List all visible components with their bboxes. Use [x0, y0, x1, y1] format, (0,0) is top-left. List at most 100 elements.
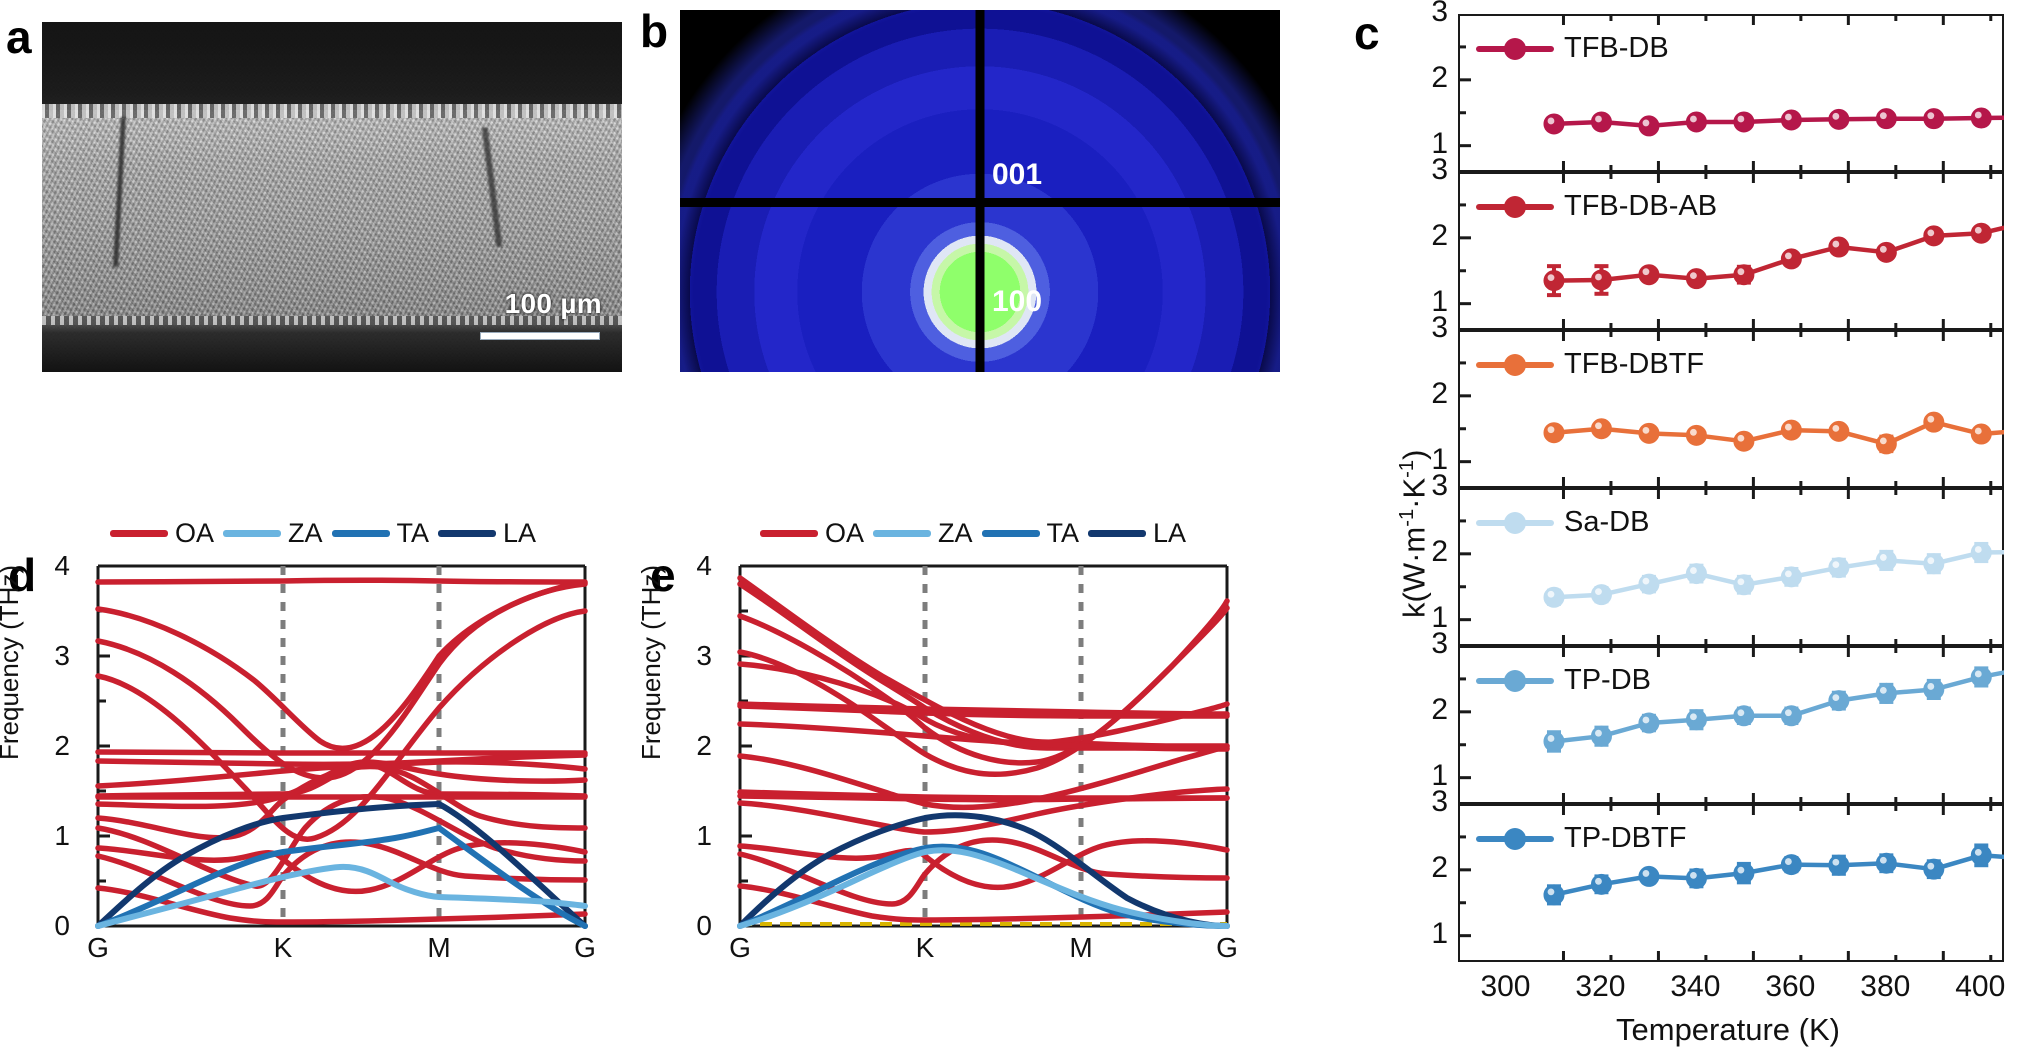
data-point: [1875, 241, 1897, 263]
panel-d-ytick-4: 4: [54, 550, 70, 581]
data-point: [1685, 268, 1707, 290]
xrd-vertical-beamstop: [975, 10, 985, 372]
panel-d-yaxis-title: Frequency (THz): [0, 564, 24, 760]
panel-c-subplot-tfb-dbtf: [1458, 330, 2004, 488]
panel-d-xtick-k: K: [273, 932, 293, 963]
panel-c-ytick: 2: [1431, 60, 1448, 94]
data-point: [1733, 264, 1755, 286]
panel-d-letter: d: [8, 549, 37, 601]
panel-d-legend: OA ZA TA LA: [110, 518, 545, 548]
panel-c-ytick: 1: [1431, 758, 1448, 792]
panel-c-subplot-tfb-db: [1458, 14, 2004, 172]
data-point: [1923, 108, 1945, 130]
legend-marker-dot: [1504, 37, 1526, 60]
data-point: [1970, 107, 1992, 129]
panel-c-ytick: 3: [1431, 153, 1448, 186]
panel-c-ytick: 2: [1431, 692, 1448, 726]
panel-c-legend-tfb-dbtf: TFB-DBTF: [1476, 348, 1704, 381]
yaxis-title-sup1: -1: [1396, 508, 1418, 527]
panel-a-letter: a: [6, 11, 32, 63]
data-point: [1543, 884, 1565, 906]
panel-c-ytick: 3: [1431, 0, 1448, 28]
data-point: [1923, 225, 1945, 247]
data-point: [1685, 709, 1707, 731]
panel-d-xtick-g2: G: [574, 932, 596, 963]
data-point: [1733, 862, 1755, 884]
data-point: [1970, 666, 1992, 688]
panel-c-xtick: 300: [1480, 970, 1531, 1003]
panel-c-ytick: 1: [1431, 442, 1448, 476]
legend-item-la: LA: [438, 518, 545, 549]
panel-d-ytick-1: 1: [54, 820, 70, 851]
legend-label-za-e: ZA: [938, 517, 973, 548]
data-point: [1590, 111, 1612, 133]
panel-c-ytick: 2: [1431, 534, 1448, 568]
panel-c-ytick: 3: [1431, 311, 1448, 344]
data-point: [1923, 858, 1945, 880]
legend-swatch-oa: [110, 529, 168, 537]
panel-e-yaxis-title: Frequency (THz): [636, 564, 666, 760]
data-point: [1828, 108, 1850, 130]
scalebar-label: 100 µm: [504, 288, 602, 319]
panel-c-ytick: 3: [1431, 469, 1448, 502]
data-point: [1685, 867, 1707, 889]
panel-c-legend-tp-db: TP-DB: [1476, 664, 1651, 697]
xrd-index-100: 100: [992, 285, 1043, 319]
data-point: [1923, 678, 1945, 700]
panel-c-ytick: 1: [1431, 126, 1448, 160]
data-point: [1638, 712, 1660, 734]
panel-c-subplot-tp-db: [1458, 646, 2004, 804]
data-point: [1780, 109, 1802, 131]
data-point: [1875, 549, 1897, 571]
legend-label: TFB-DB: [1564, 32, 1669, 64]
panel-d-phonon-dispersion: 4 3 2 1 0 G K M G: [40, 550, 600, 966]
panel-d-ytick-0: 0: [54, 910, 70, 941]
panel-c-ytick: 2: [1431, 376, 1448, 410]
legend-item-za-e: ZA: [873, 518, 982, 549]
data-point: [1970, 844, 1992, 866]
data-point: [1543, 113, 1565, 135]
legend-label-la-e: LA: [1153, 517, 1187, 548]
series-svg-tfb-dbtf: [1458, 330, 2004, 488]
data-point: [1685, 563, 1707, 585]
legend-item-la-e: LA: [1088, 518, 1195, 549]
panel-e-ytick-2: 2: [696, 730, 712, 761]
legend-label-la: LA: [503, 517, 537, 548]
panel-c-thermal-conductivity: k(W·m-1·K-1) Temperature (K) TFB-DB 1 2 3 TF…: [1396, 0, 2024, 1047]
sem-grain-texture: [42, 22, 622, 372]
data-point: [1875, 852, 1897, 874]
legend-label: Sa-DB: [1564, 506, 1650, 538]
legend-label: TP-DB: [1564, 664, 1651, 696]
data-point: [1543, 270, 1565, 292]
data-point: [1543, 586, 1565, 608]
branch-la-e: [737, 812, 1230, 929]
series-svg-sa-db: [1458, 488, 2004, 646]
data-point: [1875, 433, 1897, 455]
panel-c-ytick: 1: [1431, 284, 1448, 318]
panel-e-phonon-dispersion: 4 3 2 1 0 G K M G: [682, 550, 1242, 966]
data-point: [1780, 566, 1802, 588]
xrd-horizontal-beamstop: [680, 198, 1280, 208]
data-point: [1780, 248, 1802, 270]
data-point: [1638, 422, 1660, 444]
legend-swatch-ta-e: [981, 529, 1040, 537]
data-point: [1828, 854, 1850, 876]
panel-a-sem-image: 100 µm: [42, 22, 622, 372]
sem-substrate: [42, 316, 622, 372]
legend-label: TFB-DB-AB: [1564, 190, 1718, 222]
branch-za-d: [95, 863, 588, 929]
legend-label-za: ZA: [288, 517, 323, 548]
panel-c-ytick: 2: [1431, 218, 1448, 252]
legend-swatch: [1476, 353, 1554, 376]
data-point: [1685, 111, 1707, 133]
legend-label: TFB-DBTF: [1564, 348, 1705, 380]
panel-c-legend-sa-db: Sa-DB: [1476, 506, 1649, 539]
legend-swatch-oa-e: [760, 529, 818, 537]
branch-ta-e: [737, 843, 1230, 929]
sem-film-cross-section: [42, 103, 622, 320]
panel-c-xtick: 320: [1575, 970, 1626, 1003]
data-point: [1733, 111, 1755, 133]
data-point: [1638, 264, 1660, 286]
legend-label: TP-DBTF: [1564, 822, 1687, 854]
panel-d-ytick-3: 3: [54, 640, 70, 671]
